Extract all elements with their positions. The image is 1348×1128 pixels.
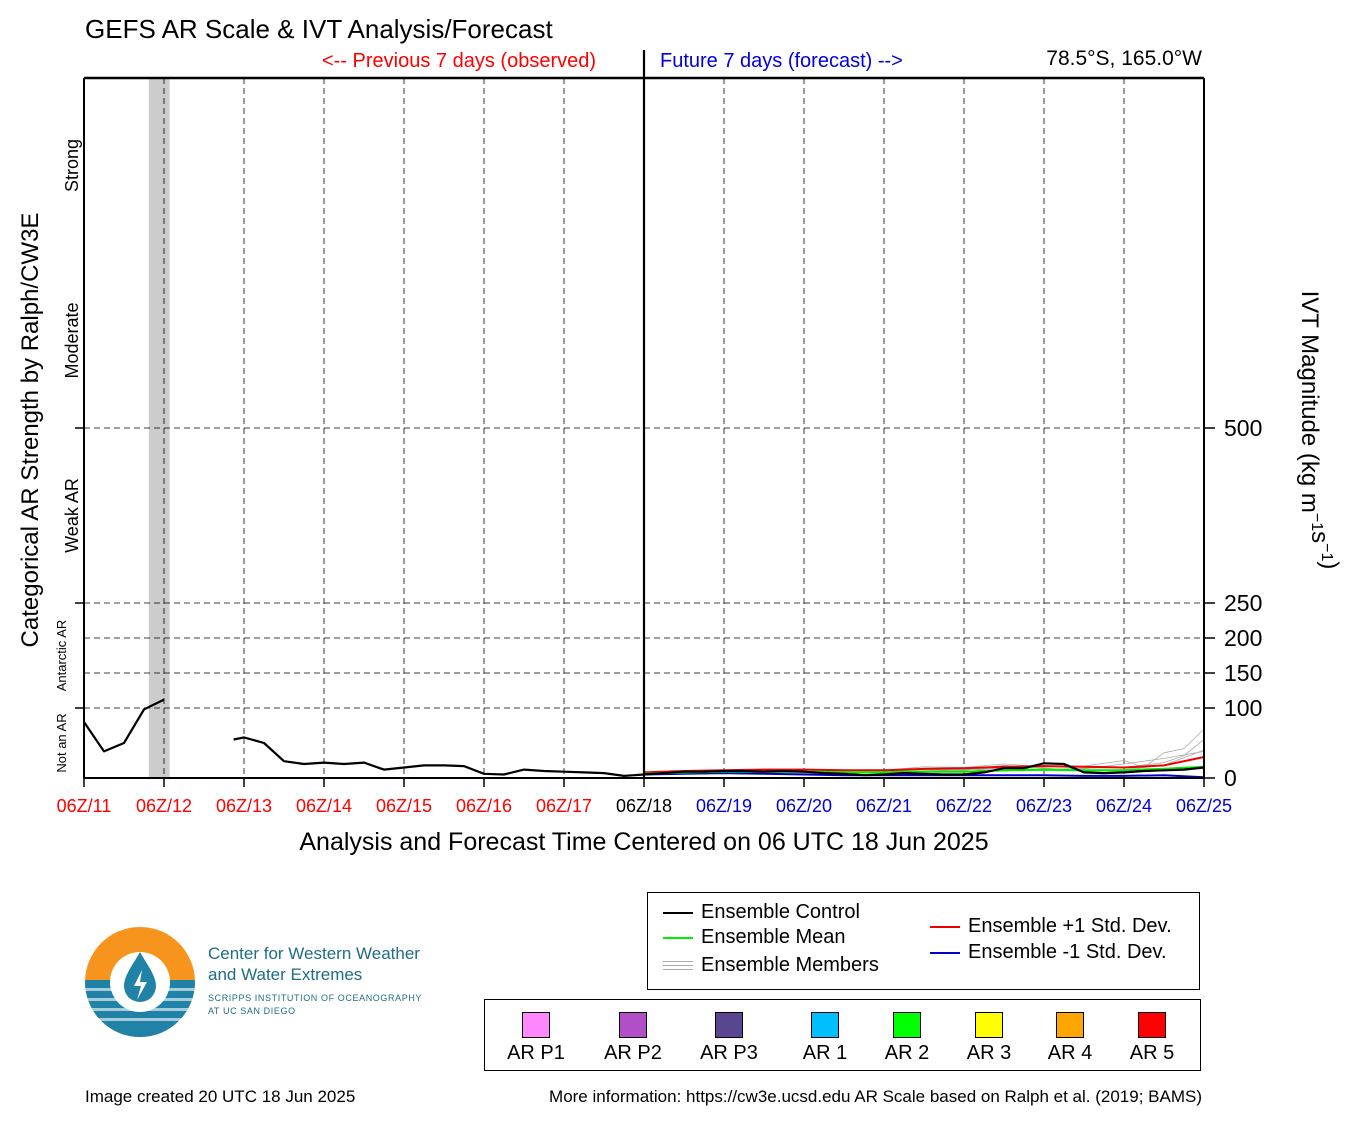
y-tick-label: 0 (1224, 765, 1237, 791)
legend-item-members: Ensemble Members (663, 954, 879, 977)
unit-text: IVT Magnitude (kg m (1296, 291, 1323, 513)
ar-scale-item-p2: AR P2 (593, 1012, 673, 1065)
swatch-ar-2 (893, 1012, 921, 1038)
series-line-minus-std (643, 772, 1205, 779)
ar-scale-item-3: AR 3 (949, 1012, 1029, 1065)
legend-label-minus-std: Ensemble -1 Std. Dev. (968, 941, 1167, 963)
ivt-chart: 06Z/11 06Z/12 06Z/13 06Z/14 06Z/15 06Z/16 06Z/… (17, 50, 1343, 816)
y-tick-label: 500 (1224, 415, 1262, 441)
x-axis-label: Analysis and Forecast Time Centered on 0… (299, 828, 989, 856)
legend-label-plus-std: Ensemble +1 Std. Dev. (968, 915, 1172, 937)
unit-text: ) (1316, 561, 1343, 569)
legend-label-control: Ensemble Control (701, 901, 860, 923)
ar-scale-label: AR 1 (802, 1042, 848, 1064)
x-tick-label: 06Z/20 (776, 796, 832, 816)
y-tick-label: 250 (1224, 590, 1262, 616)
x-tick-label: 06Z/19 (696, 796, 752, 816)
swatch-ar-p3 (715, 1012, 743, 1038)
category-label: Moderate (62, 302, 82, 378)
logo-bolt-icon (134, 970, 147, 1000)
legend-label-mean: Ensemble Mean (701, 926, 846, 948)
x-tick-label: 06Z/22 (936, 796, 992, 816)
logo-subtitle-line1: SCRIPPS INSTITUTION OF OCEANOGRAPHY (208, 993, 423, 1003)
y-tick-label: 100 (1224, 695, 1262, 721)
legend-item-plus-std: Ensemble +1 Std. Dev. (930, 915, 1172, 938)
swatch-ar-4 (1056, 1012, 1084, 1038)
series-line-control (83, 698, 165, 753)
image-created-note: Image created 20 UTC 18 Jun 2025 (85, 1087, 356, 1106)
ar-scale-item-p1: AR P1 (496, 1012, 576, 1065)
category-label: Not an AR (54, 713, 69, 772)
swatch-ar-3 (975, 1012, 1003, 1038)
ar-scale-item-4: AR 4 (1030, 1012, 1110, 1065)
previous-period-label: <-- Previous 7 days (observed) (322, 50, 597, 72)
ensemble-legend: Ensemble Control Ensemble Mean Ensemble … (647, 892, 1200, 990)
series-line-control (233, 736, 1205, 778)
future-period-label: Future 7 days (forecast) --> (660, 50, 903, 72)
x-tick-label: 06Z/15 (376, 796, 432, 816)
logo-name-line2: and Water Extremes (208, 965, 363, 984)
swatch-ar-1 (811, 1012, 839, 1038)
ar-scale-label: AR 4 (1047, 1042, 1093, 1064)
category-label: Strong (62, 139, 82, 192)
swatch-ar-5 (1138, 1012, 1166, 1038)
ar-scale-item-5: AR 5 (1112, 1012, 1192, 1065)
location-coordinates: 78.5°S, 165.0°W (1046, 47, 1202, 70)
legend-line-minus-std (930, 951, 960, 954)
y-axis-label-right: IVT Magnitude (kg m−1s−1) (1296, 291, 1343, 570)
cw3e-logo (84, 927, 196, 1037)
more-info-note: More information: https://cw3e.ucsd.edu … (549, 1087, 1202, 1106)
ar-scale-label: AR 5 (1129, 1042, 1175, 1064)
x-tick-label: 06Z/17 (536, 796, 592, 816)
legend-line-members (663, 961, 693, 970)
y-tick-label: 150 (1224, 660, 1262, 686)
unit-superscript: −1 (1318, 543, 1335, 561)
x-tick-label: 06Z/23 (1016, 796, 1072, 816)
ar-scale-label: AR P1 (507, 1042, 565, 1064)
ar-scale-label: AR P2 (604, 1042, 662, 1064)
unit-superscript: −1 (1308, 513, 1325, 531)
legend-label-members: Ensemble Members (701, 954, 879, 976)
swatch-ar-p2 (619, 1012, 647, 1038)
x-tick-label: 06Z/16 (456, 796, 512, 816)
legend-line-control (663, 911, 693, 914)
swatch-ar-p1 (522, 1012, 550, 1038)
x-tick-label: 06Z/13 (216, 796, 272, 816)
ar-scale-legend: AR P1 AR P2 AR P3 AR 1 AR 2 AR 3 AR 4 AR… (484, 999, 1201, 1071)
ar-scale-item-p3: AR P3 (689, 1012, 769, 1065)
x-tick-label: 06Z/14 (296, 796, 352, 816)
x-tick-label: 06Z/18 (616, 796, 672, 816)
y-axis-label-left: Categorical AR Strength by Ralph/CW3E (17, 213, 44, 648)
x-tick-label: 06Z/21 (856, 796, 912, 816)
legend-line-mean (663, 936, 693, 939)
logo-subtitle-line2: AT UC SAN DIEGO (208, 1006, 296, 1016)
ar-scale-label: AR 2 (884, 1042, 930, 1064)
x-tick-label: 06Z/24 (1096, 796, 1152, 816)
legend-line-plus-std (930, 925, 960, 928)
ar-scale-label: AR 3 (966, 1042, 1012, 1064)
legend-item-control: Ensemble Control (663, 901, 860, 924)
x-tick-label: 06Z/11 (57, 796, 112, 816)
category-label: Weak AR (62, 478, 82, 553)
ar-scale-label: AR P3 (700, 1042, 758, 1064)
x-tick-label: 06Z/25 (1176, 796, 1232, 816)
logo-name-line1: Center for Western Weather (208, 944, 420, 963)
ar-scale-item-1: AR 1 (785, 1012, 865, 1065)
y-tick-label: 200 (1224, 625, 1262, 651)
category-label: Antarctic AR (54, 620, 69, 692)
unit-text: s (1306, 531, 1333, 543)
x-tick-label: 06Z/12 (136, 796, 192, 816)
ar-scale-item-2: AR 2 (867, 1012, 947, 1065)
chart-title: GEFS AR Scale & IVT Analysis/Forecast (85, 14, 553, 44)
legend-item-minus-std: Ensemble -1 Std. Dev. (930, 941, 1167, 964)
legend-item-mean: Ensemble Mean (663, 926, 846, 949)
